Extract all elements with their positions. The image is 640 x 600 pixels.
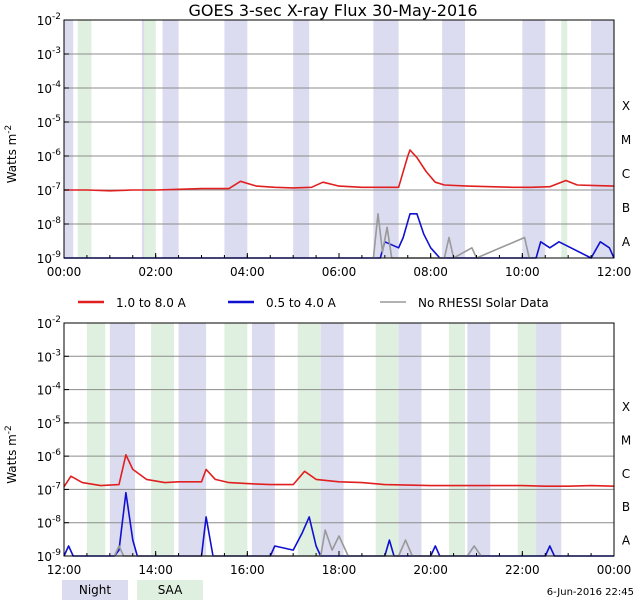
x-tick-label: 16:00 [230,563,265,577]
saa-band [561,20,568,258]
flare-class-label: B [622,201,630,215]
saa-band [86,323,106,556]
night-band [251,323,275,556]
y-tick-label: 10-8 [37,515,62,531]
night-band [398,323,422,556]
night-band [536,323,562,556]
night-band [178,323,207,556]
shading-swatch [137,580,203,600]
legend-label: 0.5 to 4.0 A [266,296,337,310]
flare-class-label: X [622,400,630,414]
flare-class-label: X [622,99,630,113]
y-tick-label: 10-9 [37,548,62,564]
saa-band [297,323,321,556]
series-line [63,453,615,488]
flare-class-label: M [621,133,631,147]
night-band [293,20,310,258]
y-tick-label: 10-2 [37,12,61,28]
y-axis-label: Watts m-2 [4,125,19,184]
shading-swatch [62,580,128,600]
x-tick-label: 12:00 [47,563,82,577]
saa-band [151,323,174,556]
footer-timestamp: 6-Jun-2016 22:45 [547,587,634,598]
y-tick-label: 10-5 [37,114,61,130]
y-tick-label: 10-3 [37,348,61,364]
night-band [64,20,74,258]
night-band [162,20,179,258]
saa-band [449,323,466,556]
x-tick-label: 00:00 [597,563,632,577]
saa-band [375,323,399,556]
night-band [522,20,546,258]
series-line [64,149,615,192]
y-tick-label: 10-3 [37,46,61,62]
series-line [372,213,530,259]
y-tick-label: 10-4 [37,80,62,96]
x-tick-label: 12:00 [597,265,632,279]
flare-class-label: C [622,167,630,181]
flare-class-label: B [622,500,630,514]
y-tick-label: 10-7 [37,182,61,198]
legend-label: No RHESSI Solar Data [418,296,549,310]
shading-legend: Night SAA [62,580,203,600]
chart-title: GOES 3-sec X-ray Flux 30-May-2016 [189,1,478,20]
x-tick-label: 14:00 [138,563,173,577]
bottom-panel: 10-9 10-8 10-7 10-6 10-5 10-4 10-3 10-2 A B C M X 12:… [4,315,631,577]
flare-class-label: A [622,533,631,547]
x-tick-label: 20:00 [413,563,448,577]
y-tick-label: 10-2 [37,315,61,331]
flare-class-label: C [622,467,630,481]
x-tick-label: 10:00 [505,265,540,279]
x-tick-label: 08:00 [413,265,448,279]
x-tick-label: 02:00 [138,265,173,279]
saa-band [224,323,248,556]
flare-class-label: A [622,235,631,249]
top-panel: 10-9 10-8 10-7 10-6 10-5 10-4 10-3 10-2 A B C M X 00:… [4,12,631,279]
y-tick-label: 10-4 [37,382,62,398]
legend-label: 1.0 to 8.0 A [116,296,187,310]
night-band [224,20,248,258]
night-band [442,20,466,258]
shading-label: Night [79,583,112,597]
night-band [320,323,344,556]
y-tick-label: 10-7 [37,481,61,497]
shading-label: SAA [158,583,183,597]
chart-title-group: GOES 3-sec X-ray Flux 30-May-2016 [189,1,478,20]
saa-band [517,323,537,556]
night-band [591,20,614,258]
series-line [64,213,615,259]
y-tick-label: 10-6 [37,148,62,164]
x-tick-label: 18:00 [322,563,357,577]
y-tick-label: 10-6 [37,448,62,464]
series-legend: 1.0 to 8.0 A 0.5 to 4.0 A No RHESSI Solar … [78,296,549,310]
y-tick-label: 10-5 [37,415,61,431]
y-tick-label: 10-9 [37,250,62,266]
saa-band [144,20,156,258]
saa-band [77,20,92,258]
x-tick-label: 06:00 [322,265,357,279]
series-line [63,491,614,557]
night-band [467,323,491,556]
flare-class-label: M [621,434,631,448]
x-tick-label: 22:00 [505,563,540,577]
y-tick-label: 10-8 [37,216,62,232]
y-axis-label: Watts m-2 [4,425,19,484]
x-tick-label: 00:00 [47,265,82,279]
x-tick-label: 04:00 [230,265,265,279]
